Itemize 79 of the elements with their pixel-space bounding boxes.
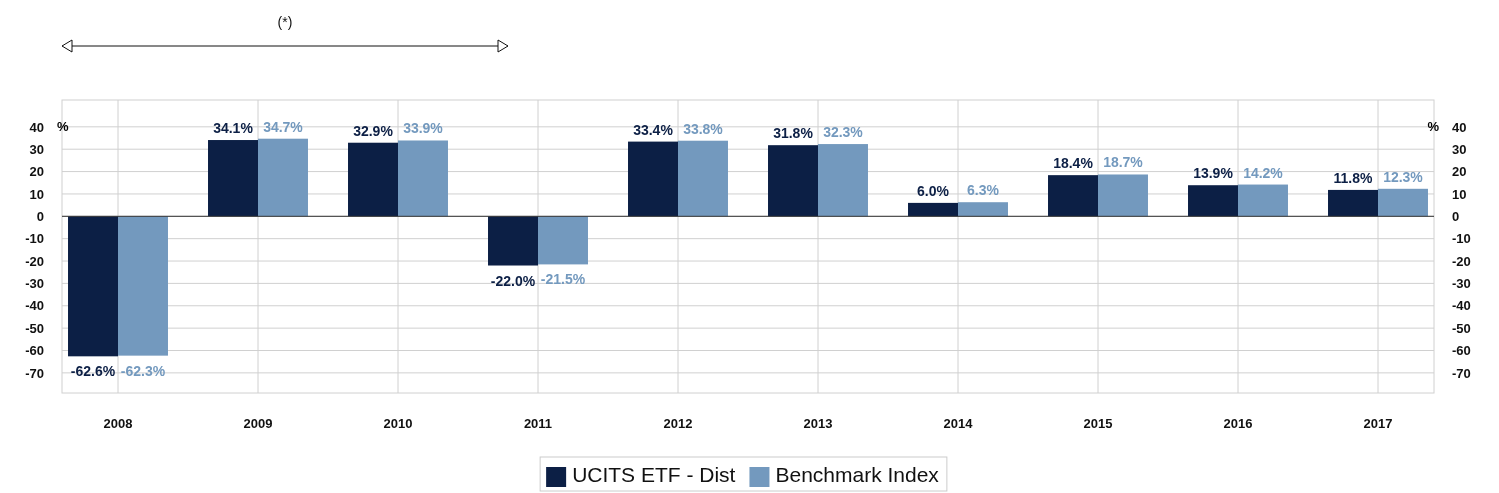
y2-tick-label: -30	[1452, 276, 1471, 292]
data-label: 34.1%	[213, 120, 254, 137]
bar	[908, 202, 958, 217]
data-label: 13.9%	[1193, 165, 1234, 182]
x-tick-label: 2017	[1363, 416, 1393, 431]
y-tick-label: -30	[25, 276, 44, 292]
y2-tick-label: 30	[1452, 141, 1467, 157]
y-tick-label: 10	[29, 186, 44, 202]
bar	[768, 145, 818, 217]
text: (*)	[277, 14, 293, 30]
data-label: 18.7%	[1103, 154, 1144, 171]
bar	[208, 140, 258, 217]
x-tick-label: 2013	[803, 416, 833, 431]
x-tick-label: 2008	[103, 416, 133, 431]
bar	[348, 142, 398, 217]
x-tick-label: 2009	[243, 416, 273, 431]
y2-tick-label: -40	[1452, 298, 1471, 314]
y2-tick-label: -60	[1452, 343, 1471, 359]
data-label: 14.2%	[1243, 164, 1284, 181]
bar	[958, 202, 1008, 217]
bar	[1238, 184, 1288, 217]
bar	[628, 141, 678, 217]
x-tick-label: 2016	[1223, 416, 1253, 431]
y2-tick-label: 10	[1452, 186, 1467, 202]
y2-tick-label: 20	[1452, 164, 1467, 180]
y-tick-label: 0	[36, 208, 44, 224]
data-label: 32.3%	[823, 124, 864, 141]
data-label: -62.3%	[120, 362, 166, 379]
bar	[818, 144, 868, 217]
data-label: 33.4%	[633, 121, 674, 138]
bar	[1188, 185, 1238, 217]
bar	[118, 216, 168, 356]
y2-tick-label: -20	[1452, 253, 1471, 269]
x-tick-label: 2014	[943, 416, 974, 431]
y-tick-label: 30	[29, 141, 44, 157]
y2-tick-label: 40	[1452, 119, 1467, 135]
y2-tick-label: 0	[1452, 208, 1460, 224]
data-label: 18.4%	[1053, 155, 1094, 172]
y-tick-label: -20	[25, 253, 44, 269]
y2-tick-label: -70	[1452, 365, 1471, 381]
bar	[398, 140, 448, 217]
data-label: 31.8%	[773, 125, 814, 142]
data-label: 6.0%	[917, 182, 950, 199]
legend-label: Benchmark Index	[775, 463, 940, 486]
x-tick-label: 2015	[1083, 416, 1113, 431]
y-tick-label: -50	[25, 320, 44, 336]
bar	[1378, 188, 1428, 217]
x-tick-label: 2010	[383, 416, 413, 431]
y-tick-label: -60	[25, 343, 44, 359]
x-tick-label: 2012	[663, 416, 693, 431]
data-label: 6.3%	[967, 182, 1000, 199]
y-tick-label: 20	[29, 164, 44, 180]
y-axis-title: %	[57, 119, 69, 135]
bar	[258, 138, 308, 217]
y-tick-label: 40	[29, 119, 44, 135]
data-label: 11.8%	[1333, 169, 1374, 186]
y-tick-label: -70	[25, 365, 44, 381]
data-label: 12.3%	[1383, 168, 1424, 185]
data-label: 34.7%	[263, 118, 304, 135]
bar	[1328, 189, 1378, 217]
data-label: -62.6%	[70, 363, 116, 380]
data-label: 32.9%	[353, 122, 394, 139]
bar	[1098, 174, 1148, 217]
y2-tick-label: -10	[1452, 231, 1471, 247]
bar	[678, 140, 728, 217]
y2-axis-title: %	[1427, 119, 1440, 135]
bar	[488, 216, 538, 266]
bar	[68, 216, 118, 357]
data-label: -22.0%	[490, 272, 536, 289]
data-label: -21.5%	[540, 271, 586, 288]
y2-tick-label: -50	[1452, 320, 1471, 336]
legend-label: UCITS ETF - Dist	[572, 463, 736, 486]
data-label: 33.9%	[403, 120, 444, 137]
bar	[1048, 175, 1098, 217]
y-tick-label: -40	[25, 298, 44, 314]
x-tick-label: 2011	[523, 416, 553, 431]
bar	[538, 216, 588, 265]
y-tick-label: -10	[25, 231, 44, 247]
data-label: 33.8%	[683, 120, 724, 137]
